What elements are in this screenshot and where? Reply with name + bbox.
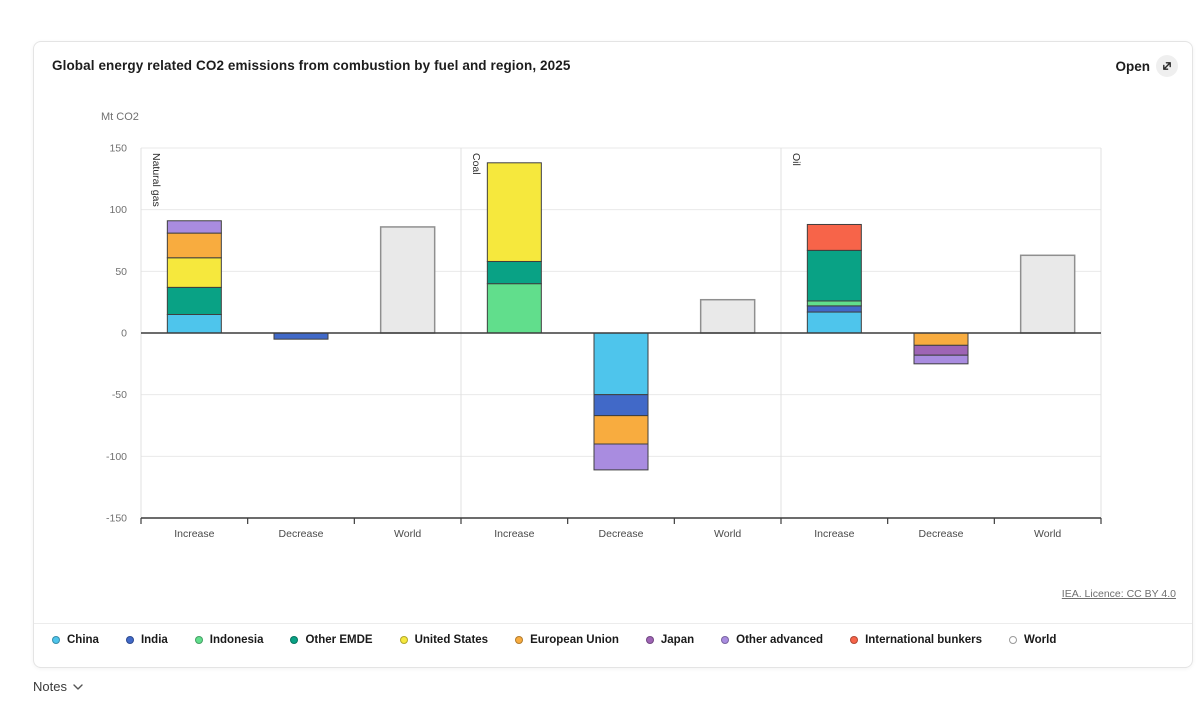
legend-dot [1009,636,1017,644]
bar-segment-european-union[interactable] [913,332,969,346]
legend-item-european-union[interactable]: European Union [515,634,619,646]
svg-text:Mt CO2: Mt CO2 [101,111,139,123]
bar-segment-india[interactable] [806,305,862,313]
legend-dot [515,636,524,644]
x-axis-label: World [394,528,421,540]
x-axis-label: World [714,528,741,540]
x-axis-label: Decrease [599,528,644,540]
bar-segment-international-bunkers[interactable] [806,223,862,251]
chart-card: Global energy related CO2 emissions from… [33,41,1193,668]
legend-divider [34,623,1192,624]
legend-item-international-bunkers[interactable]: International bunkers [850,634,982,646]
legend-label: United States [414,634,489,646]
bar-segment-united-states[interactable] [486,162,542,262]
legend-item-other-emde[interactable]: Other EMDE [290,634,373,646]
legend-label: Indonesia [209,634,264,646]
expand-icon[interactable] [1156,55,1178,77]
svg-text:0: 0 [121,328,127,340]
x-axis-label: Decrease [919,528,964,540]
notes-label: Notes [33,679,67,694]
legend-dot [399,636,408,644]
bar-segment-other-advanced[interactable] [166,220,222,234]
bar-segment-world[interactable] [699,298,756,334]
panel-label: Natural gas [150,153,162,207]
open-button[interactable]: Open [1115,55,1178,77]
legend-label: Other EMDE [305,634,373,646]
legend-dot [290,636,299,644]
bar-segment-other-advanced[interactable] [593,443,649,471]
svg-text:150: 150 [109,143,127,155]
bar-segment-united-states[interactable] [166,257,222,288]
bar-segment-other-emde[interactable] [806,249,862,302]
co2-chart: Mt CO2 150 100 50 0 -50 -100 -150 Natural gas Coa… [101,111,1102,540]
bar-segment-china[interactable] [806,311,862,334]
legend-item-other-advanced[interactable]: Other advanced [721,634,823,646]
svg-text:-100: -100 [106,451,127,463]
legend-label: China [67,634,99,646]
bar-segment-indonesia[interactable] [806,300,862,307]
svg-text:-150: -150 [106,513,127,525]
bar-segment-european-union[interactable] [593,415,649,445]
legend-dot [125,636,134,644]
legend-dot [850,636,859,644]
x-axis-label: Decrease [279,528,324,540]
bar-segment-world[interactable] [379,226,436,334]
legend-label: European Union [530,634,619,646]
legend-dot [194,636,203,644]
legend-label: India [140,634,168,646]
x-axis-label: Increase [494,528,534,540]
licence-link[interactable]: IEA. Licence: CC BY 4.0 [1061,588,1176,600]
legend-dot [721,636,730,644]
svg-text:-50: -50 [112,389,127,401]
legend-dot [645,636,654,644]
svg-text:100: 100 [109,204,127,216]
bar-segment-india[interactable] [593,394,649,417]
legend-label: World [1024,634,1057,646]
legend-dot [52,636,60,644]
bar-segment-indonesia[interactable] [486,283,542,334]
bar-segment-japan[interactable] [913,344,969,356]
legend-label: Other advanced [736,634,824,646]
bar-segment-india[interactable] [273,332,329,340]
panel-label: Coal [470,153,482,175]
panel-label: Oil [790,153,802,166]
bar-segment-other-advanced[interactable] [913,354,969,365]
legend-item-world[interactable]: World [1009,634,1056,646]
open-button-label: Open [1115,58,1150,74]
legend: China India Indonesia Other EMDE United Stat… [52,634,1172,646]
legend-label: International bunkers [865,634,982,646]
legend-item-united-states[interactable]: United States [399,634,489,646]
legend-item-indonesia[interactable]: Indonesia [194,634,264,646]
bar-segment-other-emde[interactable] [166,286,222,316]
bar-segment-china[interactable] [166,314,222,334]
bar-segment-european-union[interactable] [166,232,222,259]
bar-segment-china[interactable] [593,332,649,396]
svg-text:50: 50 [115,266,127,278]
x-axis-label: World [1034,528,1061,540]
legend-item-japan[interactable]: Japan [645,634,695,646]
bar-segment-other-emde[interactable] [486,260,542,285]
chart-title: Global energy related CO2 emissions from… [52,58,571,73]
legend-label: Japan [660,634,695,646]
notes-toggle[interactable]: Notes [33,679,83,694]
card-header: Global energy related CO2 emissions from… [34,42,1192,90]
chevron-down-icon [73,683,83,690]
legend-item-india[interactable]: India [125,634,168,646]
x-axis-label: Increase [174,528,214,540]
x-axis-label: Increase [814,528,854,540]
legend-item-china[interactable]: China [52,634,99,646]
bar-segment-world[interactable] [1019,254,1076,334]
